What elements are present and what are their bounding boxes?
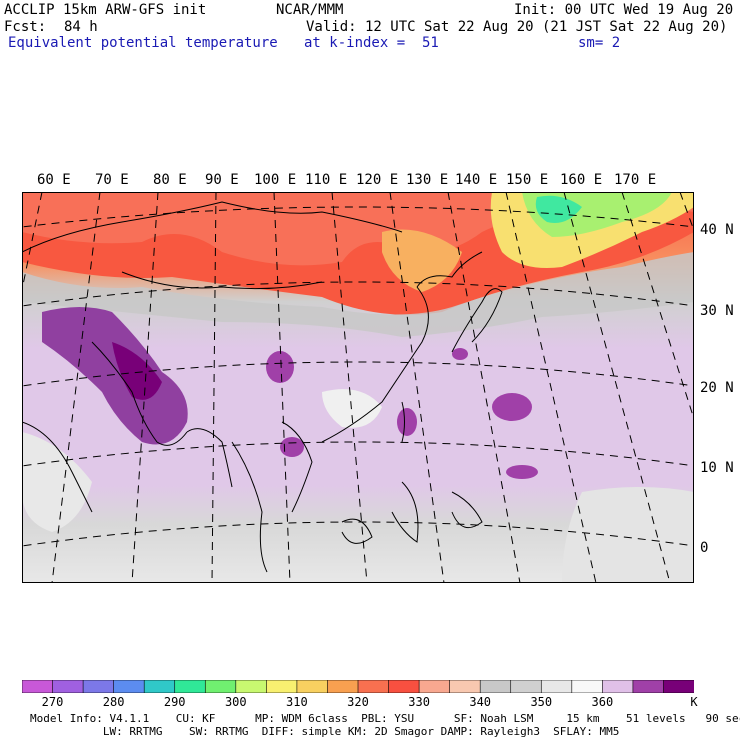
lat-line-20n	[22, 361, 694, 387]
lat-line-equator	[22, 521, 694, 547]
lon-line	[51, 192, 101, 583]
gray-band	[22, 252, 694, 337]
colorbar-swatch	[143, 680, 176, 693]
model-info-line2: LW: RRTMG SW: RRTMG DIFF: simple KM: 2D …	[30, 725, 620, 738]
lat-label: 30 N	[700, 303, 734, 319]
lon-label: 90 E	[205, 172, 239, 188]
colorbar-swatch	[632, 680, 665, 693]
smoothing-label: sm= 2	[578, 35, 621, 51]
lon-label: 150 E	[506, 172, 549, 188]
colorbar-swatch	[296, 680, 329, 693]
colorbar-swatch	[22, 680, 54, 693]
colorbar-tick-label: 350	[530, 695, 553, 709]
colorbar-swatch	[540, 680, 573, 693]
lat-line-30n	[22, 281, 694, 307]
colorbar-tick-label: 290	[163, 695, 186, 709]
colorbar-tick-label: 320	[347, 695, 369, 709]
lon-line	[563, 192, 671, 583]
colorbar-tick-label: 270	[41, 695, 64, 709]
colorbar-swatch	[235, 680, 268, 693]
purple-blob	[266, 351, 294, 383]
colorbar-tick-label: 340	[469, 695, 492, 709]
field-name: Equivalent potential temperature	[8, 35, 278, 51]
lat-label: 0	[700, 540, 709, 556]
model-info-line1: Model Info: V4.1.1 CU: KF MP: WDM 6class…	[30, 712, 740, 725]
lon-line	[505, 192, 597, 583]
purple-india	[42, 307, 188, 445]
light-patch	[562, 487, 694, 583]
colorbar-swatch	[602, 680, 634, 693]
purple-blob	[280, 437, 304, 457]
lon-line	[447, 192, 521, 583]
colorbar-swatch	[266, 680, 298, 693]
init-time: Init: 00 UTC Wed 19 Aug 20	[514, 2, 734, 18]
lon-label: 160 E	[560, 172, 603, 188]
colorbar-tick-label: 310	[286, 695, 308, 709]
coastlines	[22, 201, 503, 573]
purple-blob	[452, 348, 468, 360]
colorbar-swatch	[204, 680, 237, 693]
colorbar-tick-label: 280	[102, 695, 125, 709]
model-title: ACCLIP 15km ARW-GFS init	[4, 2, 207, 18]
lat-label: 20 N	[700, 380, 734, 396]
colorbar-swatch	[327, 680, 359, 693]
institution-label: NCAR/MMM	[276, 2, 344, 18]
deep-purple-india	[112, 342, 162, 400]
colorbar-tick-label: 330	[408, 695, 430, 709]
valid-time: Valid: 12 UTC Sat 22 Aug 20 (21 JST Sat …	[306, 19, 728, 35]
lon-label: 70 E	[95, 172, 129, 188]
purple-blob	[397, 408, 417, 436]
light-patch	[22, 432, 92, 532]
colorbar-tick-label: 300	[224, 695, 247, 709]
lon-line	[211, 192, 217, 583]
colorbar-unit: K	[690, 695, 698, 709]
lon-line	[131, 192, 159, 583]
lon-label: 130 E	[406, 172, 449, 188]
level-index: at k-index = 51	[304, 35, 439, 51]
colorbar-swatch	[52, 680, 84, 693]
lat-label: 40 N	[700, 222, 734, 238]
colorbar-swatch	[174, 680, 207, 693]
light-patch	[322, 389, 382, 428]
lat-label: 10 N	[700, 460, 734, 476]
colorbar-swatch	[571, 680, 604, 693]
colorbar-tick-label: 360	[591, 695, 614, 709]
lon-label: 140 E	[455, 172, 498, 188]
teal-patch	[535, 195, 582, 223]
map-frame	[22, 192, 694, 583]
lon-label: 170 E	[614, 172, 657, 188]
lon-label: 80 E	[153, 172, 187, 188]
lon-label: 100 E	[254, 172, 297, 188]
colorbar-swatch	[449, 680, 481, 693]
colorbar-swatch	[479, 680, 512, 693]
purple-blob	[492, 393, 532, 421]
colorbar-swatch	[357, 680, 390, 693]
graticule	[22, 192, 694, 583]
lon-line	[331, 192, 368, 583]
colorbar-swatch	[113, 680, 145, 693]
lon-line	[273, 192, 291, 583]
colorbar-swatch	[82, 680, 115, 693]
colorbar	[22, 680, 694, 693]
colorbar-swatch	[388, 680, 420, 693]
theta-e-map	[22, 192, 694, 583]
colorbar-swatch	[418, 680, 451, 693]
lon-label: 110 E	[305, 172, 348, 188]
lat-line-40n	[22, 206, 694, 228]
colorbar-swatch	[510, 680, 543, 693]
forecast-label: Fcst:	[4, 19, 47, 35]
colorbar-swatch	[663, 680, 694, 693]
forecast-hour: 84 h	[64, 19, 98, 35]
lat-line-10n	[22, 441, 694, 467]
lon-line	[389, 192, 445, 583]
purple-blob	[506, 465, 538, 479]
lon-label: 120 E	[356, 172, 399, 188]
lon-label: 60 E	[37, 172, 71, 188]
